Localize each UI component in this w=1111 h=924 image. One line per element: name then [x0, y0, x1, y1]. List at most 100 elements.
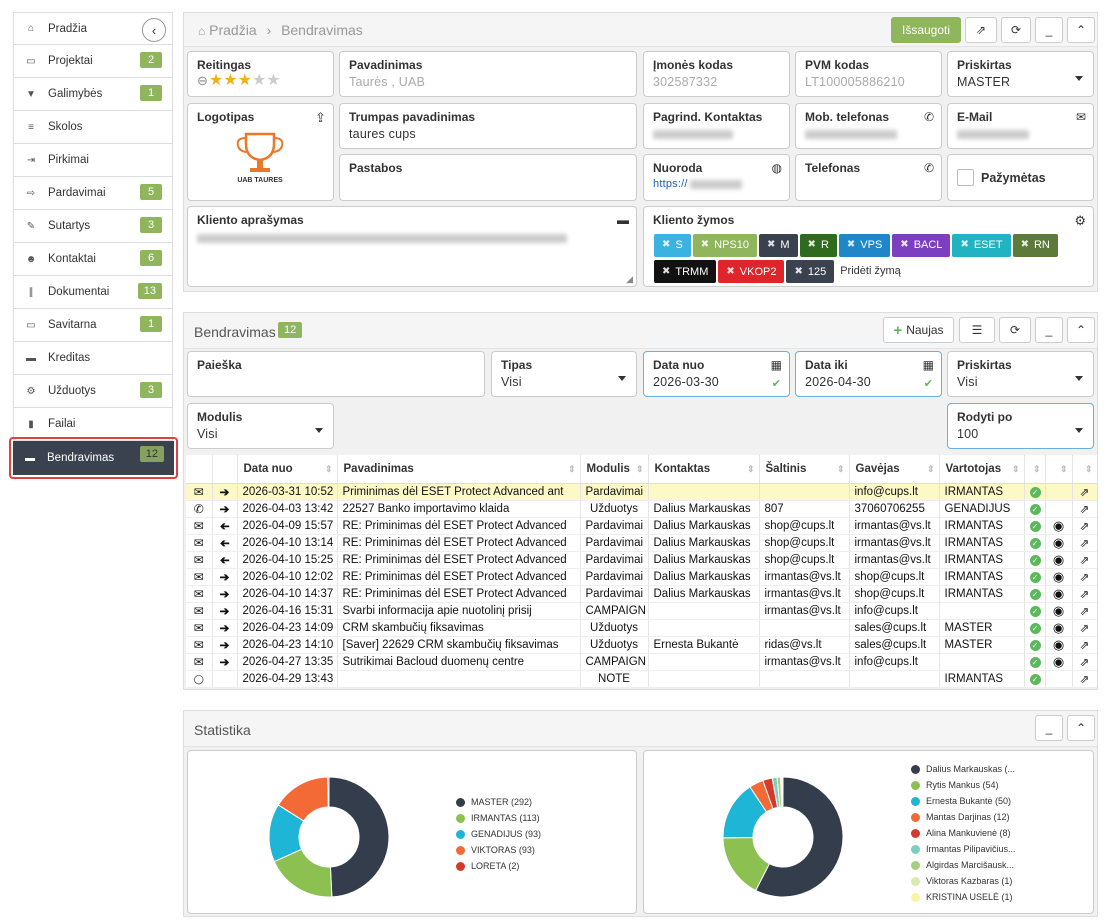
sidebar-item-pardavimai[interactable]: ⇨ Pardavimai 5 — [13, 177, 173, 210]
new-button[interactable]: + Naujas — [883, 317, 954, 343]
sidebar-item-pradžia[interactable]: ⌂ Pradžia ‹ — [13, 12, 173, 45]
marked-field[interactable]: Pažymėtas — [947, 154, 1094, 201]
external-link-icon[interactable]: ⇗ — [1079, 605, 1090, 618]
column-header[interactable]: Gavėjas ⇕ — [849, 455, 940, 483]
external-link-icon[interactable]: ⇗ — [1079, 571, 1090, 584]
eye-icon[interactable]: ◉ — [1052, 585, 1065, 601]
cell-title[interactable]: RE: Priminimas dėl ESET Protect Advanced — [337, 568, 581, 586]
table-row[interactable]: ◯ 2026-04-29 13:43 NOTE IRMANTAS ✓ ⇗ — [186, 670, 1097, 688]
cell-title[interactable]: 22527 Banko importavimo klaida — [337, 500, 581, 518]
external-link-icon[interactable]: ⇗ — [1079, 639, 1090, 652]
remove-tag-icon[interactable]: ✖ — [900, 239, 909, 250]
sidebar-item-užduotys[interactable]: ⚙ Užduotys 3 — [13, 375, 173, 408]
table-row[interactable]: ✉ ➔ 2026-04-16 15:31 Svarbi informacija api… — [186, 602, 1097, 620]
table-row[interactable]: ✉ ➔ 2026-04-10 13:14 RE: Priminimas dėl ESE… — [186, 534, 1097, 552]
gear-icon[interactable]: ⚙ — [1074, 213, 1086, 228]
table-row[interactable]: ✉ ➔ 2026-04-10 15:25 RE: Priminimas dėl ESE… — [186, 551, 1097, 569]
remove-tag-icon[interactable]: ✖ — [1020, 239, 1029, 250]
client-tag[interactable]: ✖ RN — [1012, 233, 1058, 257]
column-header[interactable]: Pavadinimas ⇕ — [337, 455, 581, 483]
eye-icon[interactable]: ◉ — [1052, 534, 1065, 550]
external-link-icon[interactable]: ⇗ — [1079, 622, 1090, 635]
column-header[interactable]: Kontaktas ⇕ — [648, 455, 760, 483]
external-link-icon[interactable]: ⇗ — [1079, 588, 1090, 601]
sort-icon[interactable]: ⇕ — [746, 464, 755, 474]
module-select[interactable]: Modulis Visi — [187, 403, 334, 449]
external-link-icon[interactable]: ⇗ — [1079, 520, 1090, 533]
date-from-field[interactable]: Data nuo ▦ 2026-03-30 ✔ — [643, 351, 790, 397]
cell-title[interactable]: Sutrikimai Bacloud duomenų centre — [337, 653, 581, 671]
cell-title[interactable]: CRM skambučių fiksavimas — [337, 619, 581, 637]
calendar-icon[interactable]: ▦ — [770, 358, 782, 372]
legend-item[interactable]: Rytis Mankus (54) — [911, 777, 1016, 793]
table-row[interactable]: ✉ ➔ 2026-04-10 12:02 RE: Priminimas dėl ESE… — [186, 568, 1097, 586]
pie-slice[interactable] — [781, 776, 784, 808]
client-tag[interactable]: ✖ VPS — [838, 233, 891, 257]
rating-star-icon[interactable]: ★ — [223, 72, 238, 89]
pie-slice[interactable] — [328, 776, 390, 898]
sort-icon[interactable]: ⇕ — [1011, 464, 1020, 474]
remove-tag-icon[interactable]: ✖ — [846, 239, 856, 250]
collapse-sidebar-button[interactable]: ‹ — [142, 18, 166, 42]
search-field[interactable]: Paieška — [187, 351, 485, 397]
sidebar-item-savitarna[interactable]: ▭ Savitarna 1 — [13, 309, 173, 342]
legend-item[interactable]: Viktoras Kazbaras (1) — [911, 873, 1016, 889]
remove-tag-icon[interactable]: ✖ — [807, 239, 816, 250]
eye-icon[interactable]: ◉ — [1052, 568, 1065, 584]
short-name-field[interactable]: Trumpas pavadinimas taures cups — [339, 103, 637, 149]
legend-item[interactable]: Dalius Markauskas (... — [911, 761, 1016, 777]
sort-icon[interactable]: ⇕ — [1059, 464, 1068, 474]
table-row[interactable]: ✉ ➔ 2026-04-23 14:10 [Saver] 22629 CRM skam… — [186, 636, 1097, 654]
minimize-button[interactable]: _ — [1035, 17, 1063, 43]
sidebar-item-kreditas[interactable]: ▬ Kreditas — [13, 342, 173, 375]
sort-icon[interactable]: ⇕ — [926, 464, 935, 474]
column-header[interactable]: ⇕ — [1045, 455, 1073, 483]
legend-item[interactable]: Ernesta Bukantė (50) — [911, 793, 1016, 809]
cell-title[interactable]: Priminimas dėl ESET Protect Advanced ant — [337, 483, 581, 501]
page-size-select[interactable]: Rodyti po 100 — [947, 403, 1094, 449]
table-row[interactable]: ✉ ➔ 2026-04-09 15:57 RE: Priminimas dėl ESE… — [186, 517, 1097, 535]
legend-item[interactable]: KRISTINA USELĖ (1) — [911, 889, 1016, 905]
refresh-button[interactable]: ⟳ — [999, 317, 1031, 343]
external-link-button[interactable]: ⇗ — [965, 17, 997, 43]
upload-icon[interactable]: ⇪ — [315, 110, 326, 125]
client-tag[interactable]: ✖ TRMM — [654, 260, 717, 283]
table-row[interactable]: ✆ ➔ 2026-04-03 13:42 22527 Banko importavim… — [186, 500, 1097, 518]
cell-title[interactable]: RE: Priminimas dėl ESET Protect Advanced — [337, 585, 581, 603]
email-field[interactable]: E-Mail ✉ — [947, 103, 1094, 149]
list-view-button[interactable]: ☰ — [959, 317, 995, 343]
sort-icon[interactable]: ⇕ — [1032, 464, 1041, 474]
remove-tag-icon[interactable]: ✖ — [726, 265, 735, 277]
client-tag[interactable]: ✖ M — [758, 233, 798, 257]
table-row[interactable]: ✉ ➔ 2026-03-31 10:52 Priminimas dėl ESET Pr… — [186, 483, 1097, 501]
link-field[interactable]: Nuoroda ◍ https:// — [643, 154, 790, 201]
cell-title[interactable]: RE: Priminimas dėl ESET Protect Advanced — [337, 517, 581, 535]
sort-icon[interactable]: ⇕ — [567, 464, 576, 474]
assigned-select[interactable]: Priskirtas MASTER — [947, 51, 1094, 97]
legend-item[interactable]: GENADIJUS (93) — [456, 826, 541, 842]
column-header[interactable]: Vartotojas ⇕ — [939, 455, 1025, 483]
main-contact-field[interactable]: Pagrind. Kontaktas — [643, 103, 790, 149]
legend-item[interactable]: Algirdas Marcišausk... — [911, 857, 1016, 873]
external-link-icon[interactable]: ⇗ — [1079, 656, 1090, 669]
eye-icon[interactable]: ◉ — [1052, 653, 1065, 669]
eye-icon[interactable]: ◉ — [1052, 602, 1065, 618]
remove-tag-icon[interactable]: ✖ — [700, 239, 710, 250]
legend-item[interactable]: Mantas Darjinas (12) — [911, 809, 1016, 825]
sidebar-item-dokumentai[interactable]: ∥ Dokumentai 13 — [13, 276, 173, 309]
minimize-button[interactable]: _ — [1035, 317, 1063, 343]
remove-tag-icon[interactable]: ✖ — [662, 265, 671, 277]
calendar-icon[interactable]: ▦ — [922, 358, 934, 372]
collapse-button[interactable]: ⌃ — [1067, 17, 1095, 43]
client-tag[interactable]: ✖ S — [654, 233, 691, 257]
name-field[interactable]: Pavadinimas Taurės , UAB — [339, 51, 637, 97]
pie-slice[interactable] — [327, 776, 330, 808]
client-tag[interactable]: ✖ VKOP2 — [718, 260, 785, 283]
external-link-icon[interactable]: ⇗ — [1079, 503, 1090, 516]
sidebar-item-skolos[interactable]: ≡ Skolos — [13, 111, 173, 144]
sidebar-item-projektai[interactable]: ▭ Projektai 2 — [13, 45, 173, 78]
cell-title[interactable]: [Saver] 22629 CRM skambučių fiksavimas — [337, 636, 581, 654]
legend-item[interactable]: Irmantas Pilipavičius... — [911, 841, 1016, 857]
add-tag-link[interactable]: Pridėti žymą — [840, 264, 901, 277]
column-header[interactable]: ⇕ — [1024, 455, 1046, 483]
